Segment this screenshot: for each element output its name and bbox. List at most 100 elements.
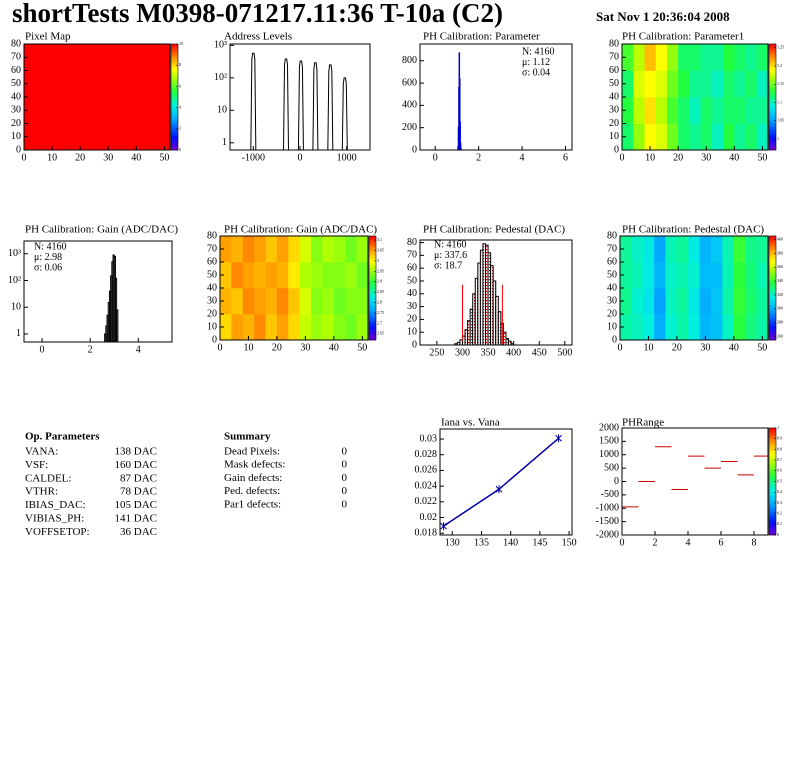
colorbar-band (369, 269, 376, 272)
colorbar-band (769, 265, 776, 268)
colorbar-band (769, 498, 776, 502)
colorbar-label: 340 (777, 278, 783, 283)
panel-title: PH Calibration: Pedestal (DAC) (622, 224, 764, 236)
heatmap-cell (688, 288, 700, 315)
colorbar-band (369, 308, 376, 312)
colorbar-band (769, 290, 776, 293)
colorbar-band (769, 333, 776, 337)
plot-frame (419, 239, 573, 346)
colorbar-band (369, 258, 376, 262)
heatmap-cell (722, 262, 735, 289)
summary-value: 0 (342, 472, 348, 484)
x-tick-label: 20 (672, 342, 682, 353)
heatmap-cell (644, 70, 656, 98)
colorbar-band (369, 246, 376, 249)
colorbar-band (769, 113, 776, 117)
y-tick-label: 1000 (599, 449, 619, 460)
plot-frame (439, 428, 573, 536)
colorbar-band (171, 133, 178, 136)
heatmap-cell (299, 288, 312, 315)
heatmap-cell (220, 288, 232, 315)
heatmap-cell (745, 70, 758, 98)
heatmap-cell (655, 44, 668, 71)
colorbar-band (769, 75, 776, 79)
heatmap-cell (699, 262, 712, 289)
colorbar-band (769, 492, 776, 495)
data-point (555, 434, 562, 443)
colorbar-label: 10 (179, 41, 183, 46)
heatmap-cell (622, 97, 634, 124)
param-value: 78 DAC (120, 486, 157, 498)
heatmap-cell (642, 236, 655, 263)
colorbar-band (171, 46, 178, 49)
colorbar-band (769, 52, 776, 55)
heatmap-cell (242, 288, 255, 315)
x-tick-label: 2 (88, 344, 93, 355)
heatmap-cell (622, 70, 634, 98)
colorbar-band (769, 77, 776, 81)
colorbar-band (769, 451, 776, 454)
heatmap-cell (265, 262, 278, 289)
heatmap-cell (655, 97, 668, 124)
heatmap-cell (299, 236, 312, 263)
heatmap-cell (676, 288, 689, 315)
param-name: CALDEL: (25, 472, 71, 484)
colorbar-label: 0.4 (777, 489, 782, 494)
y-tick-label: 20 (207, 308, 217, 319)
heatmap-cell (654, 288, 666, 315)
colorbar-band (369, 254, 376, 258)
y-tick-label: 40 (207, 282, 217, 293)
x-tick-label: 30 (103, 152, 113, 163)
colorbar-band (769, 462, 776, 465)
colorbar-band (769, 254, 776, 258)
colorbar-band (171, 63, 178, 66)
colorbar-band (769, 517, 776, 521)
colorbar-band (769, 513, 776, 517)
colorbar-label: 2.95 (377, 268, 384, 273)
y-tick-label: 50 (607, 269, 617, 280)
y-tick-label: -500 (601, 489, 619, 500)
heatmap-cell (678, 44, 690, 71)
colorbar-band (171, 145, 178, 149)
colorbar-band (769, 48, 776, 51)
x-tick-label: 4 (685, 537, 690, 548)
colorbar-band (769, 130, 776, 134)
heatmap-cell (655, 123, 668, 151)
panel-title: PH Calibration: Parameter (423, 31, 540, 43)
colorbar-band (769, 494, 776, 497)
colorbar-band (171, 92, 178, 96)
y-tick-label: 60 (607, 256, 617, 267)
heatmap-cell (654, 236, 666, 263)
heatmap-cell (642, 314, 655, 341)
colorbar-band (769, 99, 776, 102)
stats-line: μ: 1.12 (522, 57, 550, 68)
heatmap-cell (644, 97, 656, 124)
y-tick-label: 50 (407, 275, 417, 286)
colorbar-band (769, 470, 776, 474)
heatmap-cell (633, 70, 645, 98)
colorbar-band (171, 116, 178, 119)
summary-value: 0 (342, 459, 348, 471)
colorbar-band (769, 321, 776, 324)
colorbar-band (171, 99, 178, 102)
heatmap-cell (733, 288, 746, 315)
panel-title: Address Levels (224, 31, 292, 43)
colorbar-label: 3 (377, 258, 379, 263)
colorbar-band (769, 242, 776, 245)
heatmap-cell (242, 236, 255, 263)
colorbar-band (769, 250, 776, 253)
heatmap-cell (734, 44, 746, 71)
heatmap-cell (620, 288, 632, 315)
colorbar-label: 8 (179, 62, 181, 67)
colorbar-band (369, 294, 376, 297)
colorbar-band (769, 238, 776, 241)
colorbar-band (769, 327, 776, 330)
heatmap-cell (242, 314, 255, 341)
colorbar-band (369, 329, 376, 332)
param-name: VANA: (25, 446, 58, 458)
y-tick-label: 30 (11, 105, 21, 116)
y-tick-label: 10 (207, 321, 217, 332)
colorbar-band (769, 263, 776, 266)
heatmap-cell (665, 262, 678, 289)
spike (341, 77, 348, 151)
